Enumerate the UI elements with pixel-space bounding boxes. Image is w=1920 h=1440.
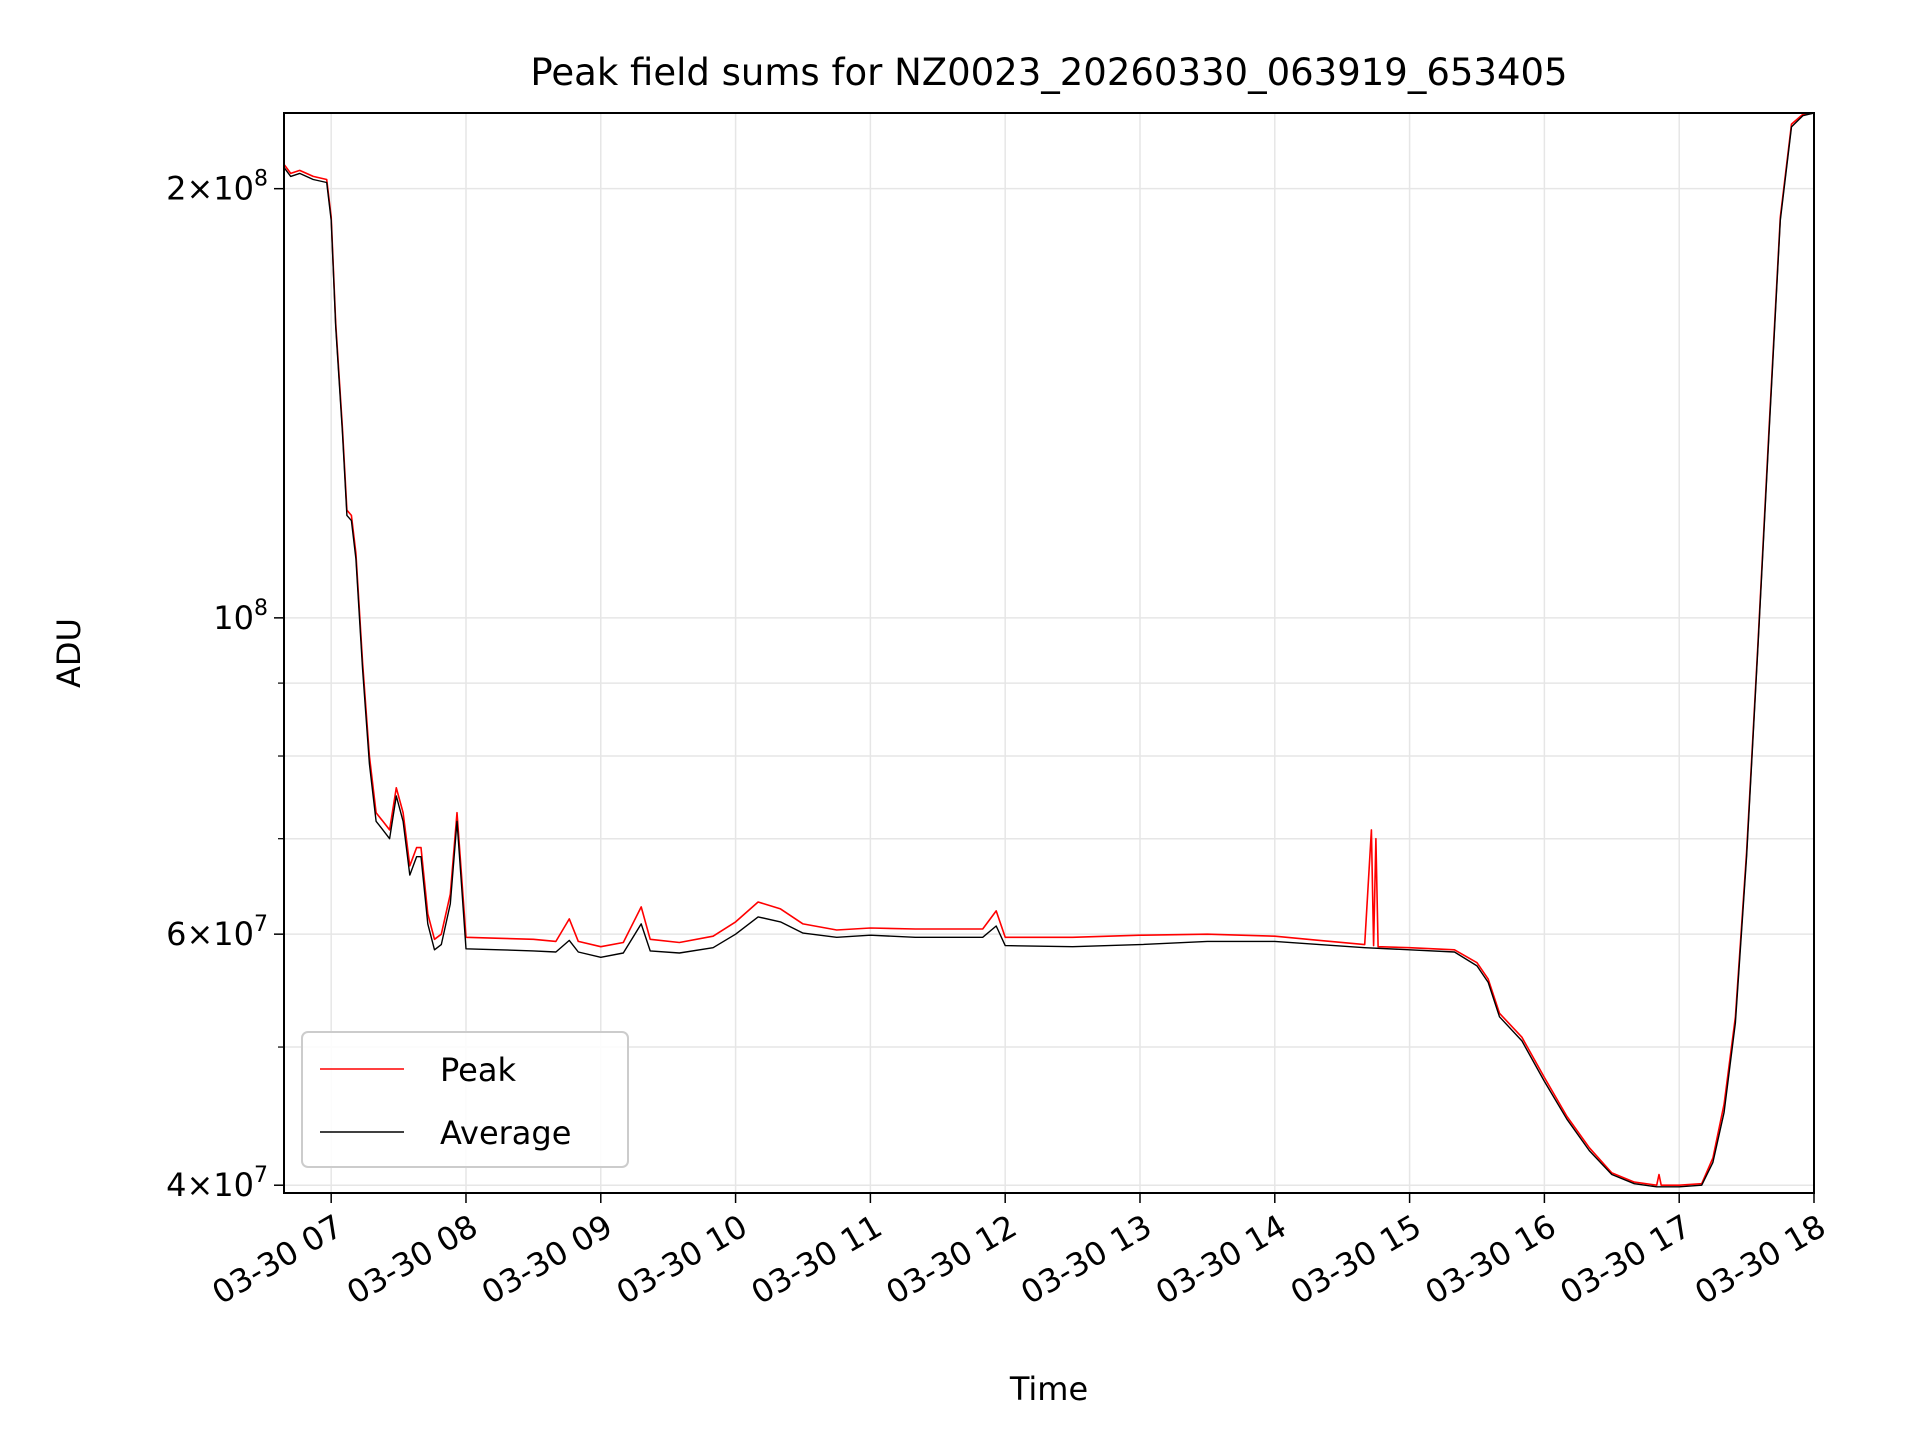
legend-label-peak: Peak	[440, 1051, 516, 1089]
y-tick-label: 108	[213, 596, 268, 637]
legend: Peak Average	[301, 1031, 629, 1168]
legend-label-average: Average	[440, 1114, 571, 1152]
y-axis: 4×107 6×107 108 2×108	[166, 167, 284, 1204]
y-tick-label: 4×107	[166, 1163, 268, 1204]
y-tick-label: 6×107	[166, 912, 268, 953]
plot-frame	[283, 112, 1815, 1194]
series-line-peak	[284, 113, 1814, 1186]
y-tick-label: 2×108	[166, 167, 268, 208]
series-line-average	[284, 113, 1814, 1188]
legend-box	[301, 1031, 629, 1168]
series-layer	[284, 113, 1814, 1188]
chart-title: Peak field sums for NZ0023_20260330_0639…	[530, 51, 1567, 94]
x-axis-label: Time	[1009, 1370, 1088, 1408]
y-axis-label: ADU	[50, 618, 88, 688]
